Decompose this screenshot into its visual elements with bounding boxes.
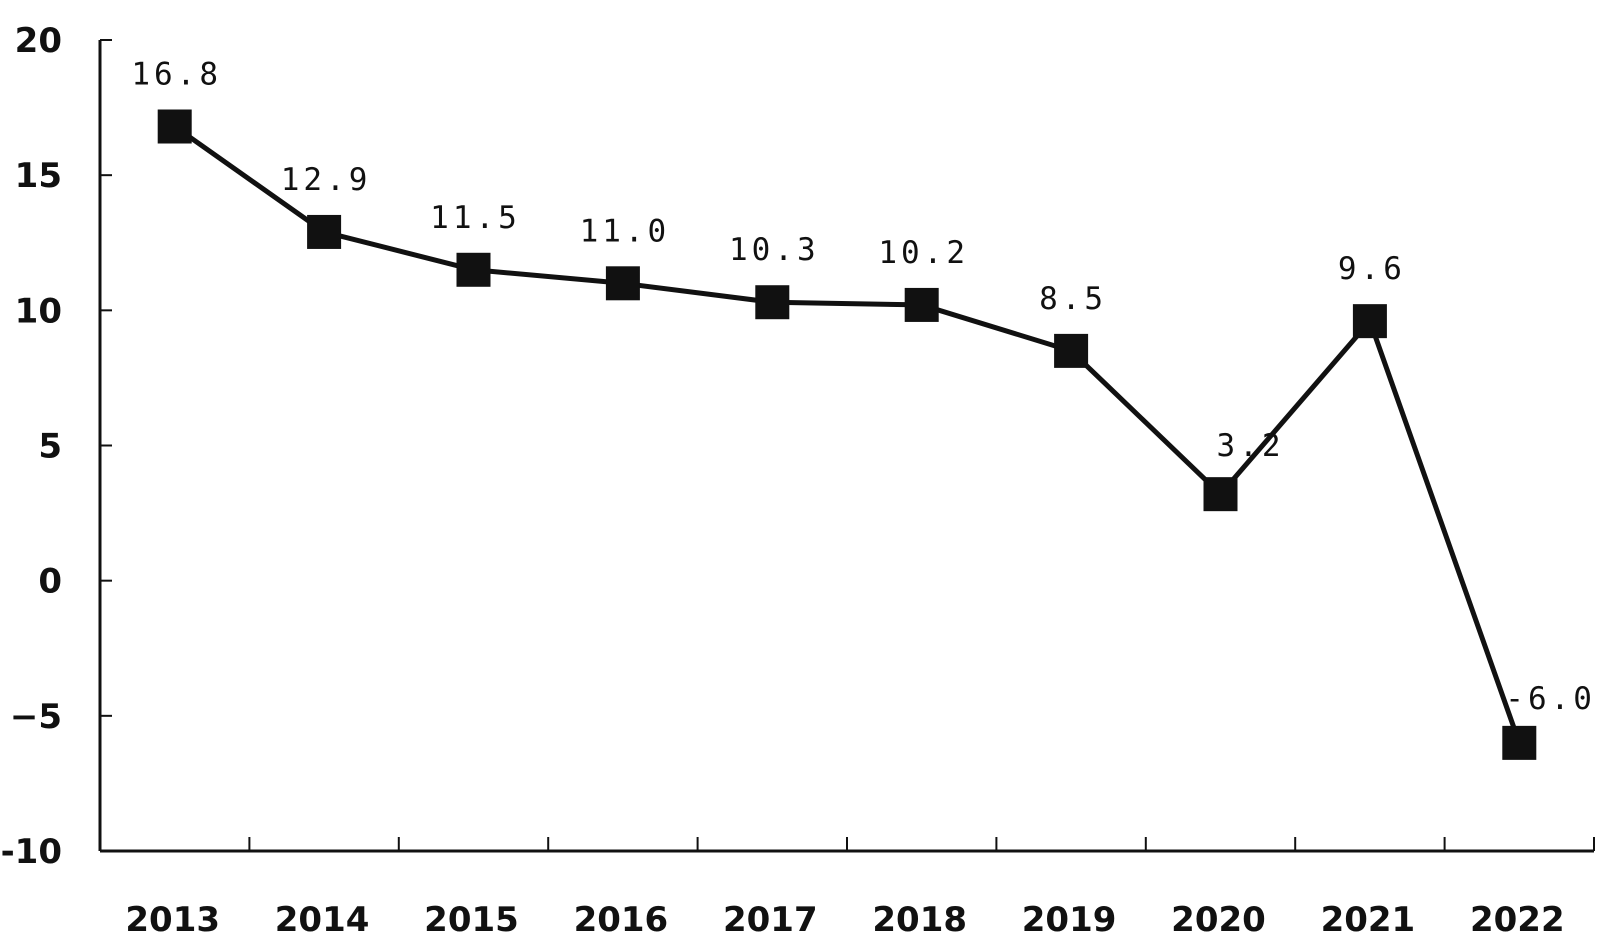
x-tick-label: 2014 <box>275 900 370 940</box>
y-tick-label: 0 <box>38 562 62 602</box>
data-label: 11.0 <box>580 213 671 249</box>
data-point-marker <box>605 266 640 301</box>
data-label: 9.6 <box>1338 251 1406 287</box>
data-label: 8.5 <box>1039 281 1107 317</box>
series-line <box>172 124 1522 746</box>
data-point-marker <box>1352 304 1387 339</box>
y-tick-label: 10 <box>15 291 62 331</box>
data-point-marker <box>307 214 342 249</box>
y-tick-label: −5 <box>10 697 62 737</box>
x-tick-label: 2015 <box>424 900 519 940</box>
data-label: -6.0 <box>1505 681 1596 717</box>
y-tick-label: 20 <box>15 21 62 61</box>
x-tick-label: 2019 <box>1022 900 1117 940</box>
x-tick-label: 2013 <box>125 900 220 940</box>
x-tick-label: 2020 <box>1171 900 1266 940</box>
data-point-marker <box>1054 333 1089 368</box>
x-tick-label: 2018 <box>872 900 967 940</box>
data-label: 3.2 <box>1217 428 1285 464</box>
data-label: 12.9 <box>281 162 372 198</box>
x-tick-label: 2021 <box>1321 900 1416 940</box>
data-point-marker <box>1502 725 1537 760</box>
labels-layer: 16.8 12.9 11.5 11.0 10.3 10.2 8.5 3.2 9.6 -6.0 <box>131 57 1596 717</box>
x-tick-label: 2017 <box>723 900 818 940</box>
data-point-marker <box>1203 477 1238 512</box>
data-point-marker <box>456 252 491 287</box>
x-tick-label: 2016 <box>574 900 669 940</box>
y-tick-label: -10 <box>1 832 62 872</box>
data-label: 10.2 <box>878 235 969 271</box>
data-label: 16.8 <box>131 57 222 93</box>
y-tick-label: 5 <box>38 427 62 467</box>
data-point-marker <box>157 109 192 144</box>
data-point-marker <box>755 285 790 320</box>
data-label: 11.5 <box>430 200 521 236</box>
x-tick-label: 2022 <box>1470 900 1565 940</box>
y-tick-label: 15 <box>15 156 62 196</box>
series-layer <box>157 109 1537 760</box>
data-label: 10.3 <box>729 232 820 268</box>
data-point-marker <box>904 287 939 322</box>
